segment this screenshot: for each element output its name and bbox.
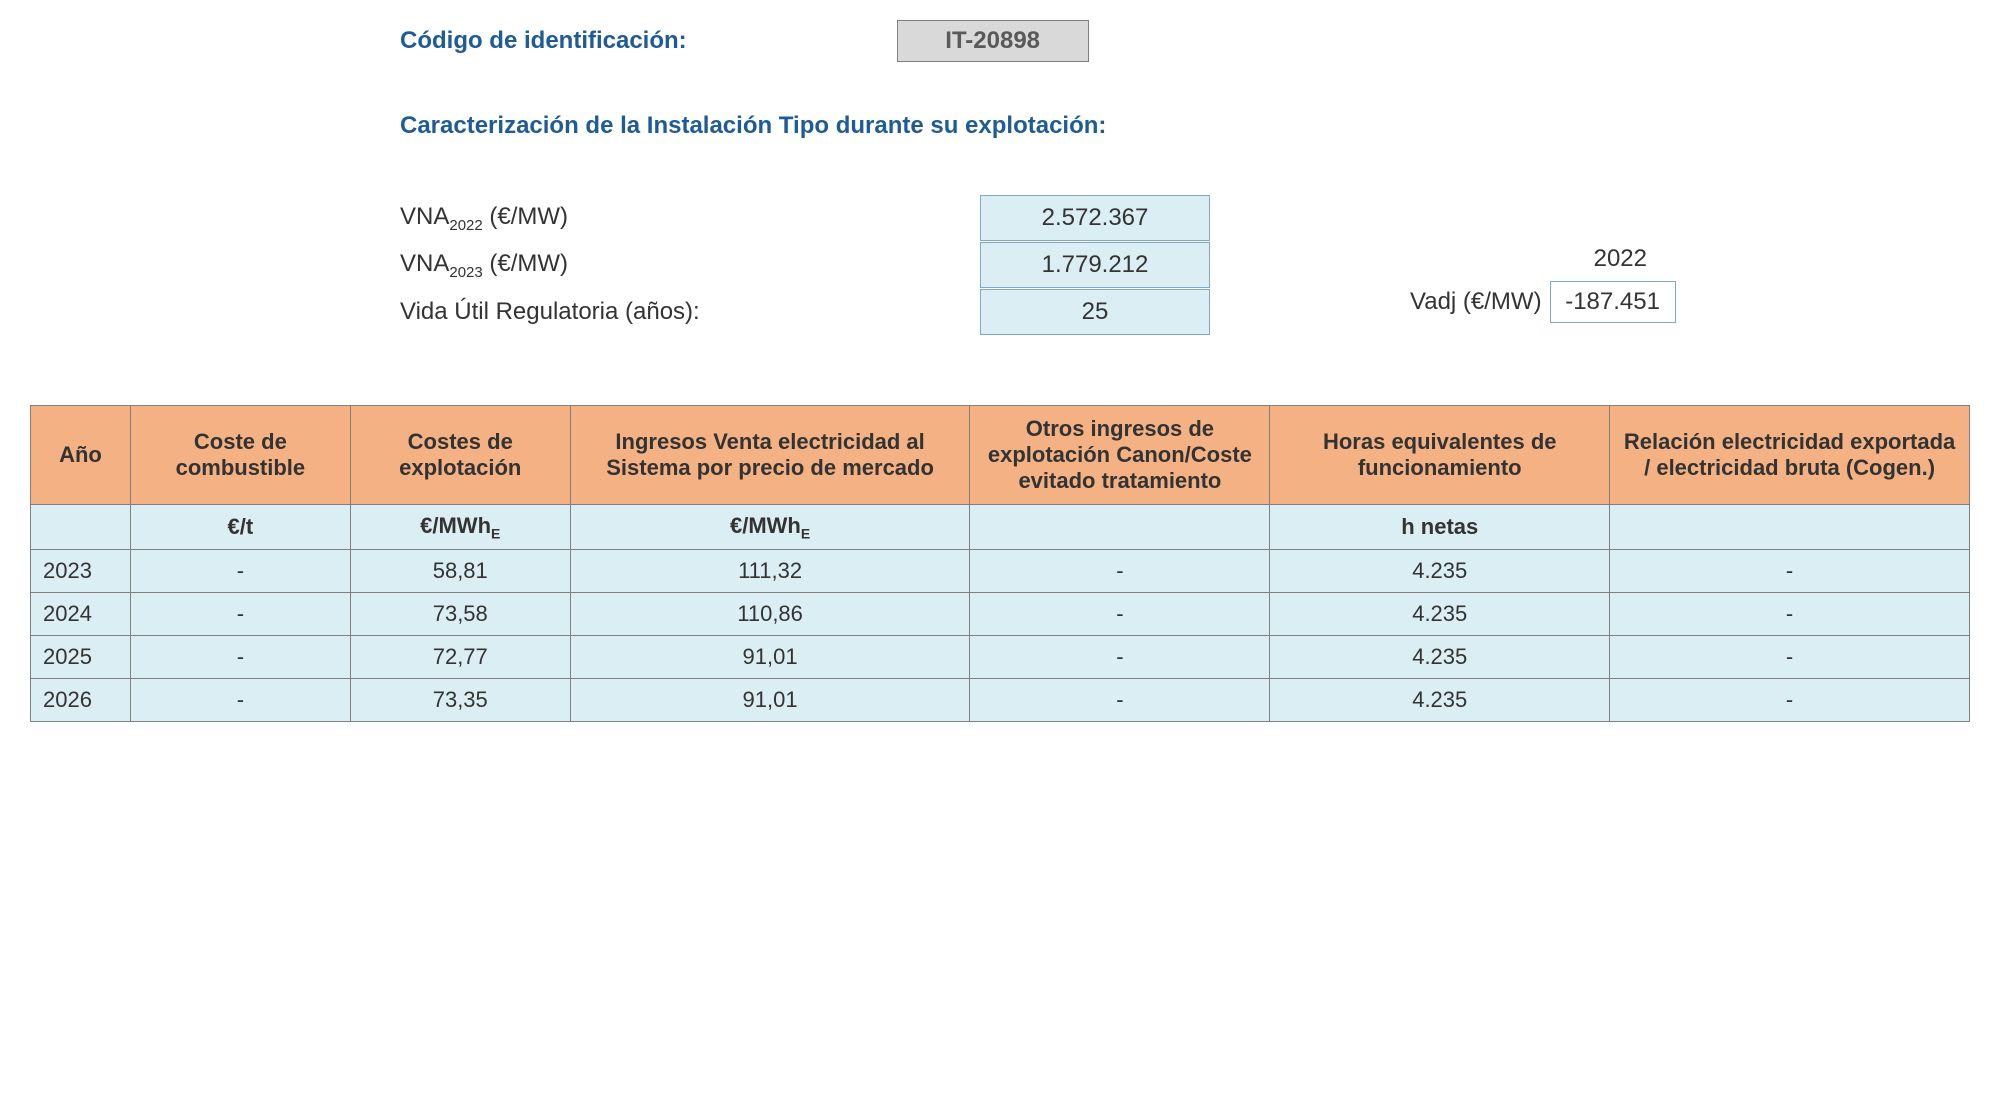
main-table: Año Coste de combustible Costes de explo… [30,405,1970,722]
vna2022-prefix: VNA [400,203,449,230]
vadj-label: Vadj (€/MW) [1410,288,1542,316]
header-section: Código de identificación: IT-20898 Carac… [400,20,1970,335]
cell-fuel: - [130,678,350,721]
vna2023-value: 1.779.212 [980,242,1210,288]
cell-hours: 4.235 [1270,549,1610,592]
vna2022-label: VNA2022 (€/MW) [400,195,980,242]
th-income-sale: Ingresos Venta electricidad al Sistema p… [570,405,970,504]
th-other-income: Otros ingresos de explotación Canon/Cost… [970,405,1270,504]
cell-ratio: - [1610,549,1970,592]
unit-op: €/MWhE [350,504,570,549]
cell-other: - [970,549,1270,592]
side-block: 2022 Vadj (€/MW) -187.451 [1410,195,1676,323]
cell-op: 73,35 [350,678,570,721]
unit-income-prefix: €/MWh [730,513,801,538]
param-row-vida: Vida Útil Regulatoria (años): 25 [400,289,1970,335]
unit-income-sub: E [801,525,810,541]
table-row: 2026 - 73,35 91,01 - 4.235 - [31,678,1970,721]
cell-year: 2025 [31,635,131,678]
vna2022-value: 2.572.367 [980,195,1210,241]
cell-other: - [970,678,1270,721]
id-value-box: IT-20898 [897,20,1089,62]
cell-op: 58,81 [350,549,570,592]
unit-op-prefix: €/MWh [420,513,491,538]
param-row-vna2023: VNA2023 (€/MW) 1.779.212 [400,242,1970,289]
vna2023-suffix: (€/MW) [483,250,568,277]
th-eq-hours: Horas equivalentes de funcionamiento [1270,405,1610,504]
id-label: Código de identificación: [400,27,687,55]
unit-income: €/MWhE [570,504,970,549]
cell-fuel: - [130,549,350,592]
cell-ratio: - [1610,678,1970,721]
cell-income: 110,86 [570,592,970,635]
param-row-vna2022: VNA2022 (€/MW) 2.572.367 [400,195,1970,242]
vna2023-sub: 2023 [449,264,482,281]
cell-other: - [970,592,1270,635]
vna2022-suffix: (€/MW) [483,203,568,230]
cell-income: 91,01 [570,635,970,678]
table-row: 2024 - 73,58 110,86 - 4.235 - [31,592,1970,635]
cell-year: 2023 [31,549,131,592]
unit-op-sub: E [491,525,500,541]
vna2022-sub: 2022 [449,217,482,234]
cell-year: 2026 [31,678,131,721]
cell-op: 73,58 [350,592,570,635]
cell-hours: 4.235 [1270,592,1610,635]
table-body: €/t €/MWhE €/MWhE h netas 2023 - 58,81 1… [31,504,1970,721]
cell-ratio: - [1610,592,1970,635]
th-op-cost: Costes de explotación [350,405,570,504]
unit-fuel: €/t [130,504,350,549]
cell-income: 91,01 [570,678,970,721]
th-ratio: Relación electricidad exportada / electr… [1610,405,1970,504]
side-year: 2022 [1565,245,1676,273]
vida-label: Vida Útil Regulatoria (años): [400,290,980,334]
cell-other: - [970,635,1270,678]
unit-hours: h netas [1270,504,1610,549]
cell-fuel: - [130,592,350,635]
id-row: Código de identificación: IT-20898 [400,20,1970,62]
vida-value: 25 [980,289,1210,335]
unit-year [31,504,131,549]
cell-hours: 4.235 [1270,678,1610,721]
params-block: VNA2022 (€/MW) 2.572.367 VNA2023 (€/MW) … [400,195,1970,335]
unit-row: €/t €/MWhE €/MWhE h netas [31,504,1970,549]
cell-op: 72,77 [350,635,570,678]
section-title: Caracterización de la Instalación Tipo d… [400,112,1970,140]
cell-ratio: - [1610,635,1970,678]
table-row: 2023 - 58,81 111,32 - 4.235 - [31,549,1970,592]
cell-year: 2024 [31,592,131,635]
cell-hours: 4.235 [1270,635,1610,678]
table-row: 2025 - 72,77 91,01 - 4.235 - [31,635,1970,678]
table-header-row: Año Coste de combustible Costes de explo… [31,405,1970,504]
cell-fuel: - [130,635,350,678]
unit-other [970,504,1270,549]
th-year: Año [31,405,131,504]
vadj-value: -187.451 [1550,281,1676,323]
unit-ratio [1610,504,1970,549]
cell-income: 111,32 [570,549,970,592]
vna2023-prefix: VNA [400,250,449,277]
side-vadj-row: Vadj (€/MW) -187.451 [1410,281,1676,323]
th-fuel-cost: Coste de combustible [130,405,350,504]
vna2023-label: VNA2023 (€/MW) [400,242,980,289]
